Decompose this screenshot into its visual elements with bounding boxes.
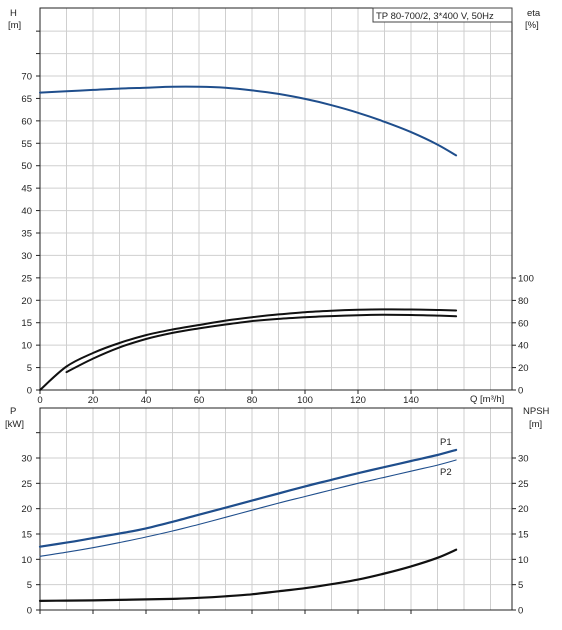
bottom-left-tick-label: 25: [21, 479, 32, 490]
bottom-left-axis-label-2: [kW]: [5, 419, 24, 430]
bottom-right-tick-label: 5: [518, 580, 523, 591]
top-left-tick-label: 25: [21, 273, 32, 284]
x-tick-label: 100: [297, 395, 313, 406]
top-right-tick-label: 20: [518, 363, 529, 374]
x-tick-label: 140: [403, 395, 419, 406]
top-left-tick-label: 65: [21, 94, 32, 105]
top-right-tick-label: 60: [518, 318, 529, 329]
bottom-left-tick-label: 20: [21, 504, 32, 515]
bottom-left-tick-label: 30: [21, 454, 32, 465]
top-right-tick-label: 40: [518, 341, 529, 352]
top-left-tick-label: 55: [21, 139, 32, 150]
bottom-right-axis-label-1: NPSH: [523, 406, 550, 417]
top-right-tick-label: 0: [518, 386, 523, 397]
bottom-right-tick-label: 20: [518, 504, 529, 515]
chart-title-box: [372, 7, 513, 23]
top-series-line-0: [39, 85, 458, 157]
bottom-right-tick-label: 15: [518, 530, 529, 541]
top-gridlines: [40, 8, 512, 390]
x-tick-label: 40: [141, 395, 152, 406]
bottom-right-tick-label: 10: [518, 555, 529, 566]
bottom-right-tick-label: 25: [518, 479, 529, 490]
x-tick-label: 120: [350, 395, 366, 406]
bottom-right-axis-label-2: [m]: [529, 419, 542, 430]
bottom-left-tick-label: 0: [27, 606, 32, 617]
top-left-tick-label: 5: [27, 363, 32, 374]
x-tick-label: 60: [194, 395, 205, 406]
series-label-p2: P2: [440, 467, 452, 478]
bottom-series-line-2: [38, 548, 458, 602]
x-tick-label: 0: [37, 395, 42, 406]
top-left-tick-label: 15: [21, 318, 32, 329]
top-left-tick-label: 20: [21, 296, 32, 307]
top-series-line-2: [65, 313, 458, 374]
top-right-axis-label-2: [%]: [525, 20, 539, 31]
top-left-tick-label: 50: [21, 161, 32, 172]
bottom-left-tick-label: 5: [27, 580, 32, 591]
chart-title: TP 80-700/2, 3*400 V, 50Hz: [376, 11, 494, 22]
top-left-tick-label: 35: [21, 229, 32, 240]
top-left-tick-label: 40: [21, 206, 32, 217]
bottom-series-line-p2: [39, 459, 457, 557]
top-right-axis-label-1: eta: [527, 8, 541, 19]
top-right-tick-label: 100: [518, 274, 534, 285]
bottom-left-axis-label-1: P: [10, 406, 16, 417]
bottom-tick-marks: 0 5 10 15 20 25 30 0 5 10 15 20 25 30: [21, 432, 529, 617]
top-left-axis-label-2: [m]: [8, 20, 21, 31]
top-curves: [39, 85, 458, 391]
top-left-axis-label-1: H: [10, 8, 17, 19]
bottom-left-tick-label: 10: [21, 555, 32, 566]
x-tick-label: 80: [247, 395, 258, 406]
top-left-tick-label: 70: [21, 72, 32, 83]
top-tick-marks: 0 5 10 15 20 25 30 35 40 45 50 55 60 65 70 0 20 40 60 80 100…: [21, 30, 534, 406]
bottom-curves: P1 P2: [38, 437, 458, 602]
top-right-tick-label: 80: [518, 296, 529, 307]
x-tick-label: 20: [88, 395, 99, 406]
top-left-tick-label: 60: [21, 116, 32, 127]
top-left-tick-label: 0: [27, 386, 32, 397]
bottom-series-line-p1: [38, 448, 458, 548]
top-series-line-1: [39, 308, 458, 391]
top-plot-frame: [39, 7, 513, 391]
series-label-p1: P1: [440, 437, 452, 448]
top-left-tick-label: 10: [21, 341, 32, 352]
bottom-right-tick-label: 0: [518, 606, 523, 617]
top-left-tick-label: 45: [21, 184, 32, 195]
bottom-left-tick-label: 15: [21, 530, 32, 541]
top-left-tick-label: 30: [21, 251, 32, 262]
x-axis-label: Q [m³/h]: [470, 394, 504, 405]
bottom-right-tick-label: 30: [518, 454, 529, 465]
